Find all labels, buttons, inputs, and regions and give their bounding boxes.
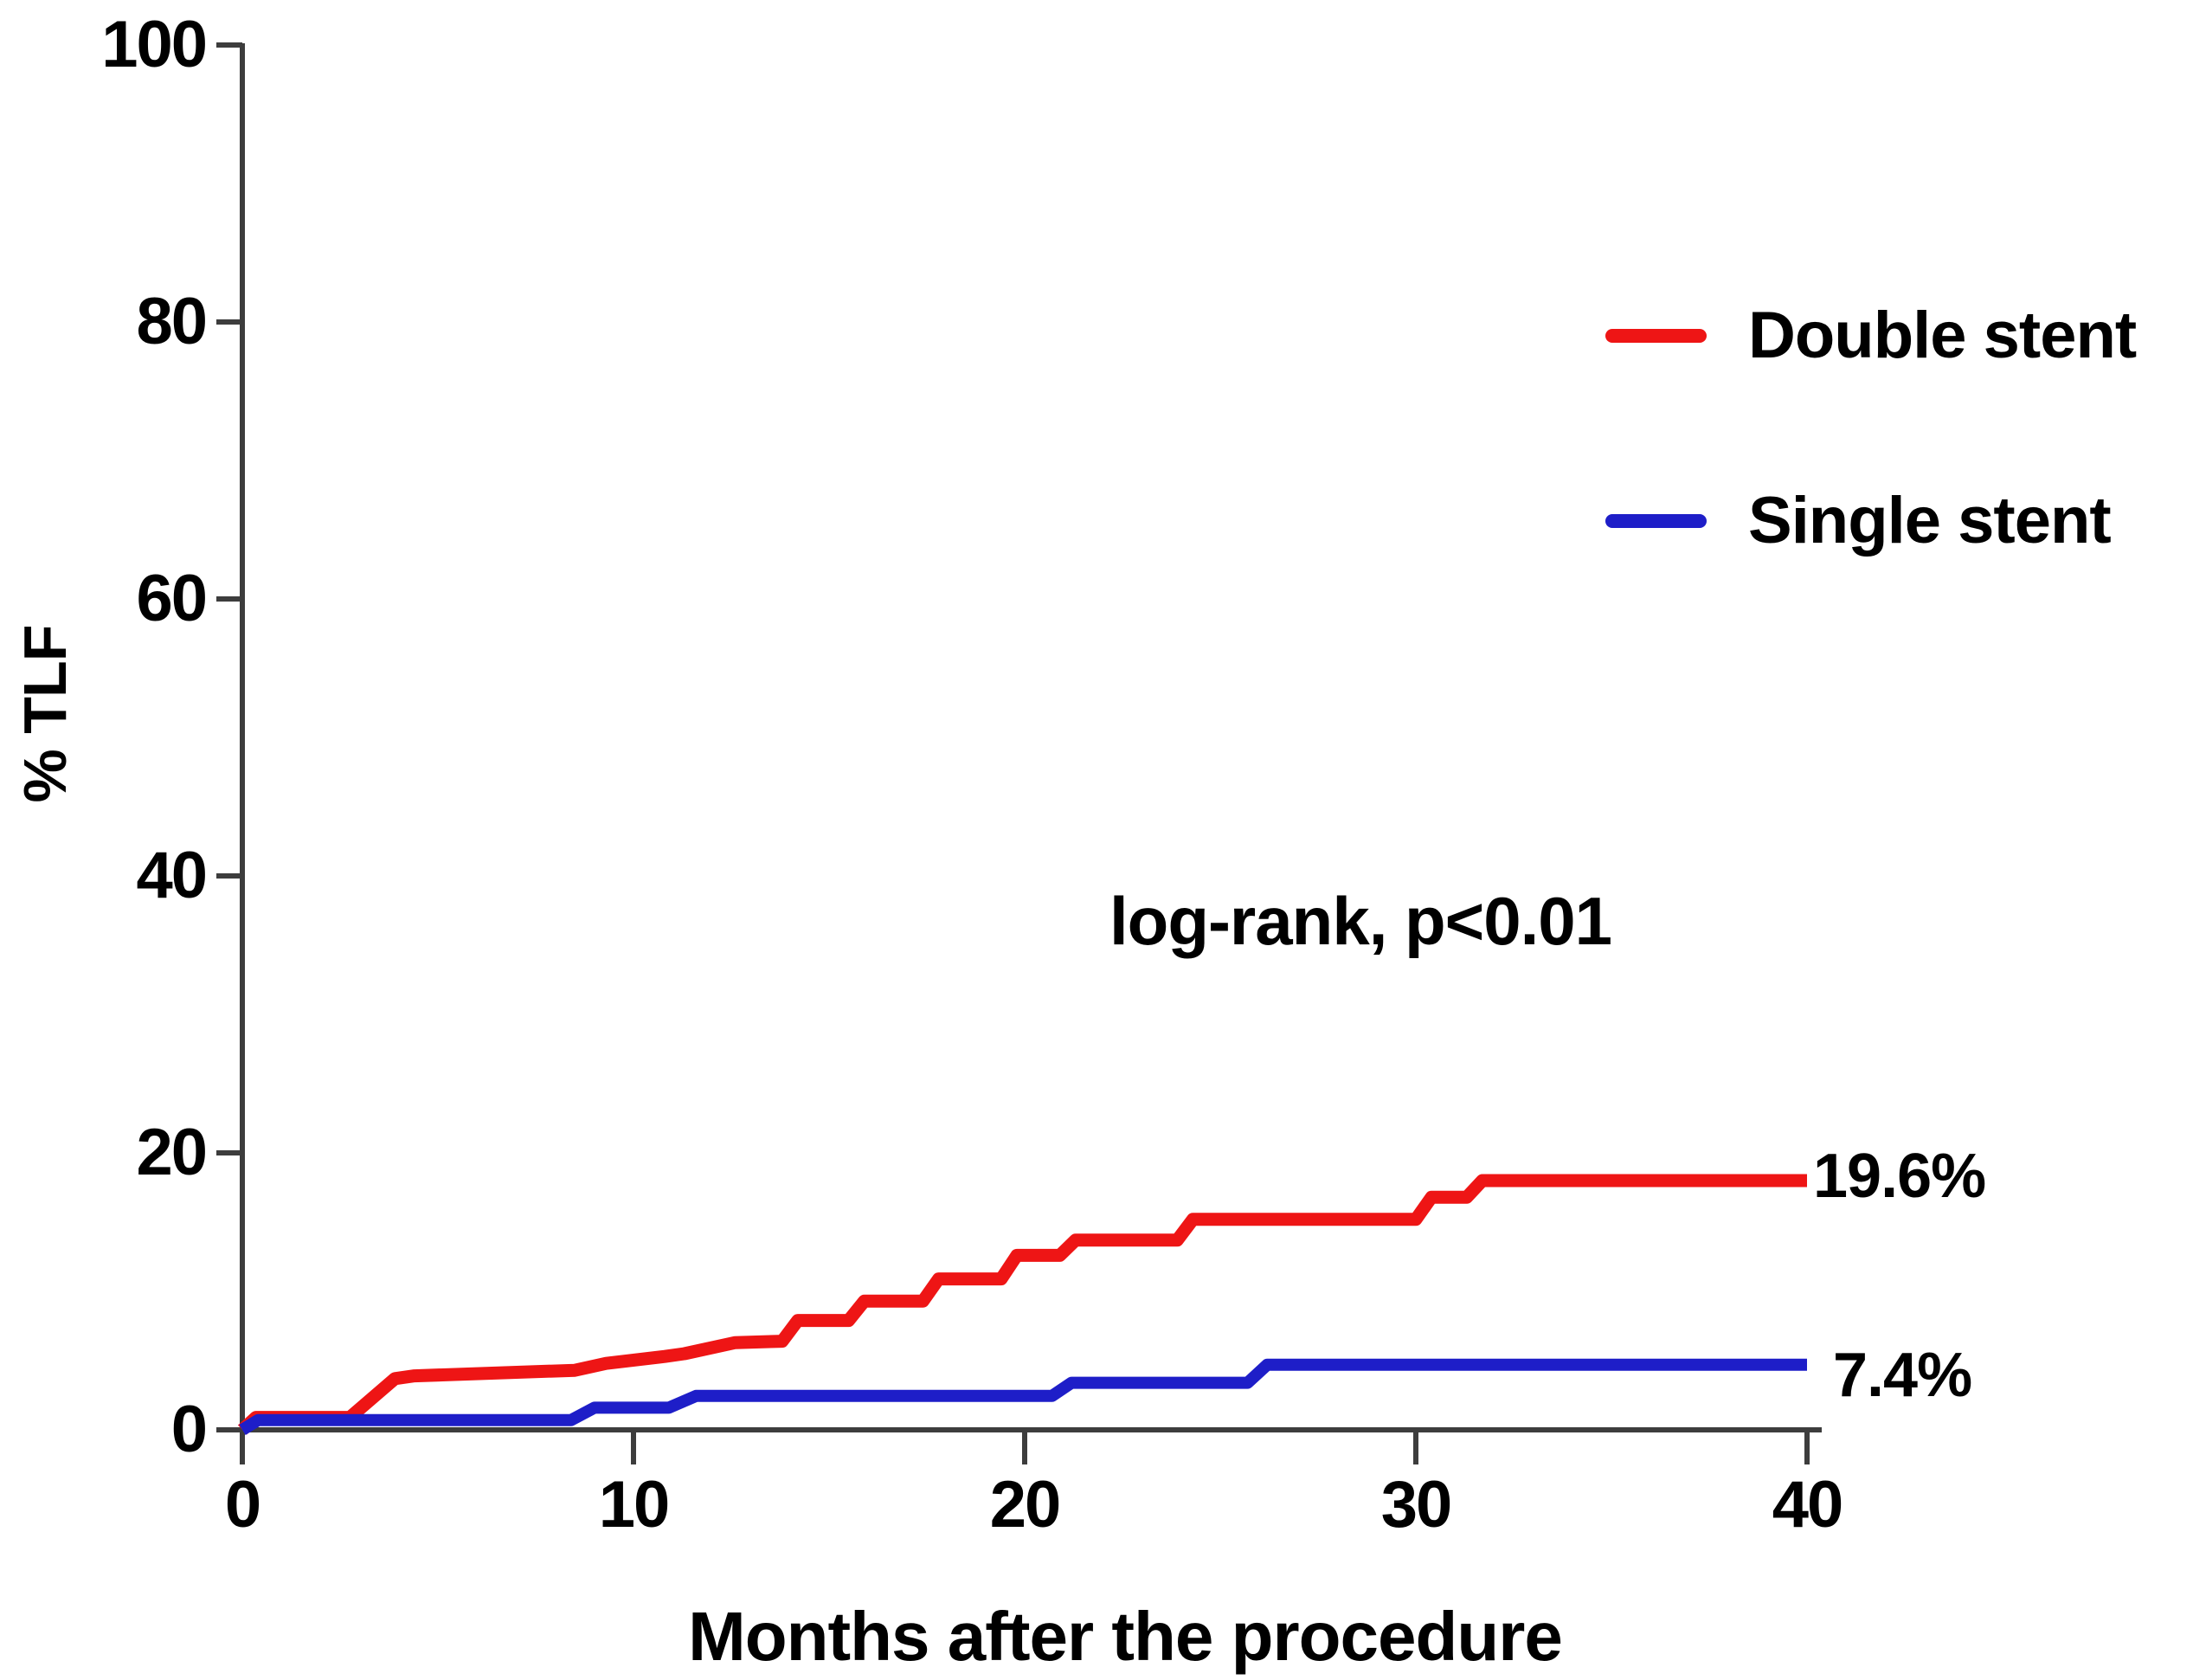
x-tick-label-0: 0 [224, 1468, 261, 1542]
legend-item-double-stent: Double stent [1605, 299, 2137, 372]
double-stent-curve [237, 1174, 1807, 1435]
y-tick-label-80: 80 [136, 285, 208, 358]
double-stent-line-swatch [1605, 329, 1707, 343]
legend-item-single-stent: Single stent [1605, 484, 2112, 557]
logrank-annotation: log-rank, p<0.01 [1109, 883, 1612, 959]
single-stent-curve [239, 1358, 1807, 1435]
y-tick-label-40: 40 [136, 839, 208, 912]
x-tick-label-20: 20 [989, 1468, 1062, 1542]
y-tick-label-60: 60 [136, 562, 208, 635]
legend-label-single-stent: Single stent [1748, 484, 2112, 557]
double-stent-end-value: 19.6% [1813, 1142, 1986, 1211]
legend-label-double-stent: Double stent [1748, 299, 2137, 372]
x-tick-label-30: 30 [1380, 1468, 1453, 1542]
single-stent-line-swatch [1605, 514, 1707, 528]
x-tick-label-10: 10 [598, 1468, 671, 1542]
y-tick-label-20: 20 [136, 1116, 208, 1189]
x-tick-label-40: 40 [1772, 1468, 1844, 1542]
y-tick-label-0: 0 [170, 1393, 208, 1466]
x-axis-title: Months after the procedure [688, 1598, 1563, 1675]
single-stent-end-value: 7.4% [1833, 1341, 1972, 1410]
y-axis-title: % TLF [11, 625, 79, 803]
y-tick-label-100: 100 [101, 8, 208, 81]
